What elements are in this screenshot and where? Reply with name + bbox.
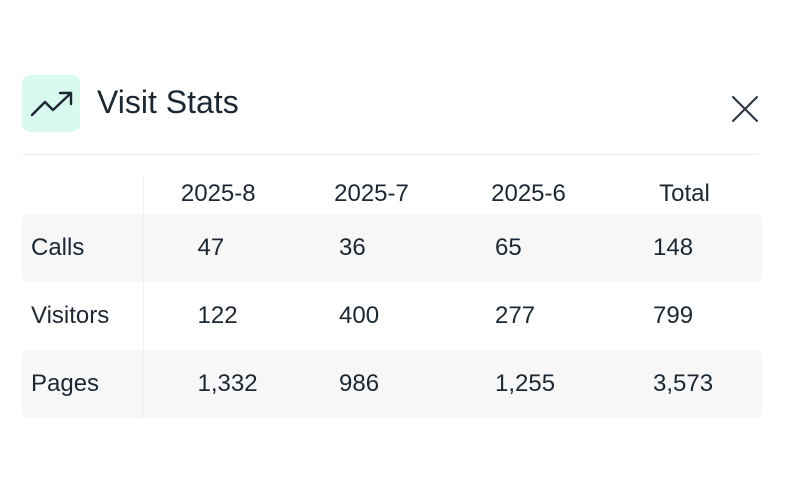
table-cell: 47: [143, 214, 293, 282]
column-header-total: Total: [659, 180, 710, 207]
stats-icon-tile: [22, 75, 80, 132]
table-cell: 1,255: [450, 350, 607, 418]
table-header-row: 2025-8 2025-7 2025-6 Total: [22, 174, 762, 214]
column-header: 2025-8: [180, 180, 256, 207]
row-label: Visitors: [22, 282, 144, 350]
column-header: 2025-7: [334, 180, 409, 207]
table-row-visitors: Visitors 122 400 277 799: [22, 282, 762, 350]
table-cell: 122: [197, 302, 238, 329]
table-cell: 400: [339, 302, 380, 329]
dialog-header: Visit Stats: [22, 74, 758, 155]
close-icon: [732, 96, 758, 122]
close-button[interactable]: [730, 94, 760, 124]
table-cell: 36: [293, 214, 450, 282]
table-cell-total: 3,573: [607, 350, 762, 418]
trending-up-icon: [30, 91, 73, 117]
table-cell: 277: [495, 302, 536, 329]
table-cell-total: 799: [653, 302, 694, 329]
table-cell: 65: [450, 214, 607, 282]
table-row-pages: Pages 1,332 986 1,255 3,573: [22, 350, 762, 418]
table-row-calls: Calls 47 36 65 148: [22, 214, 762, 282]
table-cell-total: 148: [607, 214, 762, 282]
table-cell: 1,332: [143, 350, 293, 418]
row-label: Calls: [22, 214, 144, 282]
column-header: 2025-6: [491, 180, 566, 207]
visit-stats-dialog: Visit Stats 2025-8 2025-7 2025-6 Total: [22, 74, 762, 434]
table-cell: 986: [293, 350, 450, 418]
row-label: Pages: [22, 350, 144, 418]
stats-table: 2025-8 2025-7 2025-6 Total Calls 47 36 6…: [22, 174, 763, 418]
column-header-corner: [22, 174, 144, 214]
dialog-title: Visit Stats: [97, 84, 239, 120]
